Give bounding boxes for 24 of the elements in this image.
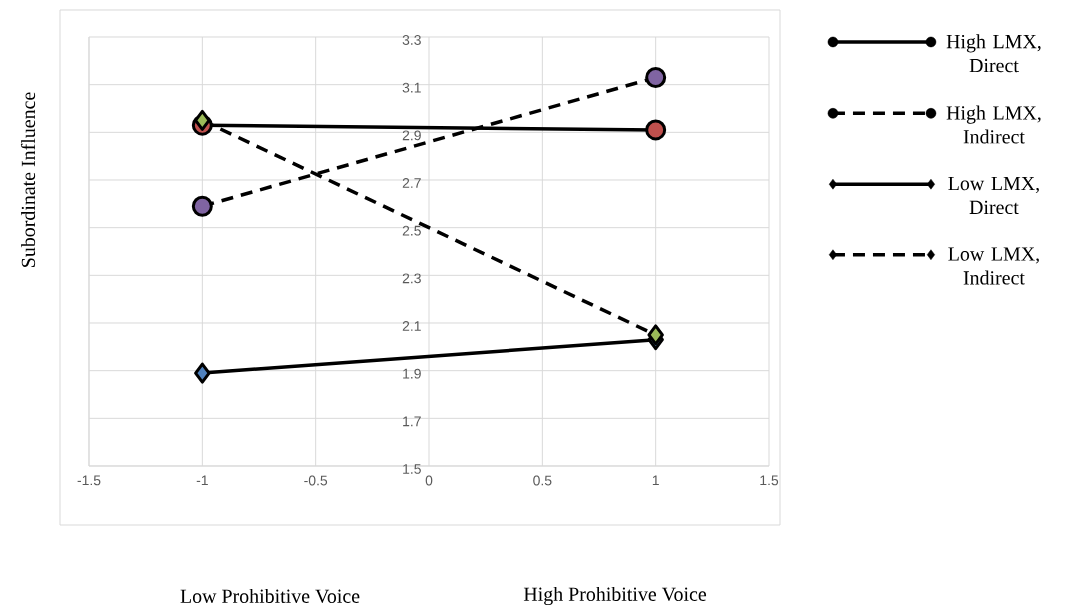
y-tick-label: 2.9: [402, 130, 421, 141]
x-tick-label: 0: [425, 475, 433, 486]
legend-label: Low LMX, Indirect: [948, 247, 1039, 285]
y-tick-label: 1.5: [403, 464, 421, 474]
x-tick-label: 0.5: [533, 475, 552, 486]
x-tick-label: -0.5: [304, 475, 328, 486]
y-tick-label: 2.5: [402, 225, 421, 236]
legend-label: High LMX, Indirect: [946, 105, 1041, 144]
y-tick-label: 2.1: [402, 321, 421, 331]
x-tick-label: 1: [652, 475, 659, 486]
text: Low Prohibitive Voice: [180, 588, 360, 604]
y-axis-title: Subordinate Influence: [20, 92, 36, 267]
x-tick-label: -1: [196, 475, 208, 486]
y-tick-label: 2.3: [402, 273, 421, 284]
legend-label: High LMX, Direct: [946, 34, 1041, 73]
y-tick-label: 3.3: [402, 35, 421, 45]
legend-label: Low LMX, Direct: [948, 176, 1039, 215]
x-tick-label: 1.5: [760, 475, 779, 486]
y-tick-label: 3.1: [402, 82, 421, 93]
x-tick-label: -1.5: [77, 475, 101, 486]
y-tick-label: 2.7: [402, 178, 421, 188]
y-tick-label: 1.9: [403, 368, 421, 379]
y-tick-label: 1.7: [403, 416, 421, 427]
text: High Prohibitive Voice: [523, 586, 707, 606]
